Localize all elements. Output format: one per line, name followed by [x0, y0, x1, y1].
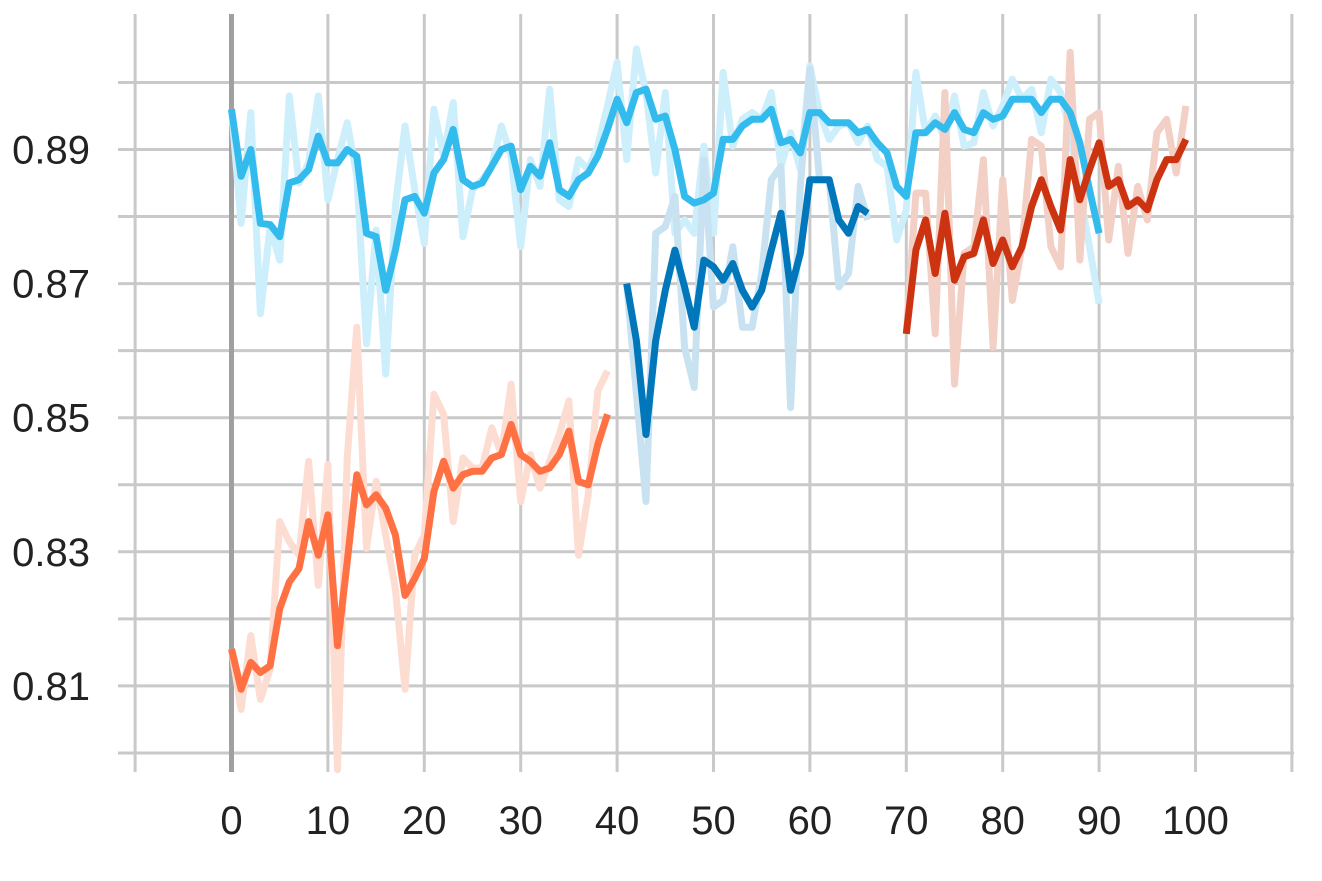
grid: [118, 14, 1294, 772]
y-tick-label: 0.83: [12, 531, 90, 575]
smoothed-series-layer: [228, 85, 1190, 693]
axes: 0 10 20 30 40 50 60 70 80 90 100 0.81 0.83 0.85 0.87 0.…: [12, 129, 1229, 844]
raw-series-line-1: [228, 45, 1103, 378]
x-tick-label: 80: [980, 799, 1025, 843]
y-tick-label: 0.85: [12, 397, 90, 441]
smoothed-series-line-3: [623, 176, 870, 438]
x-tick-label: 70: [884, 799, 929, 843]
y-tick-label: 0.87: [12, 263, 90, 307]
x-tick-label: 90: [1077, 799, 1122, 843]
smoothed-series-line-2: [228, 413, 611, 693]
x-tick-label: 20: [402, 799, 447, 843]
x-tick-label: 40: [595, 799, 640, 843]
x-tick-label: 100: [1162, 799, 1229, 843]
x-tick-label: 0: [220, 799, 242, 843]
y-tick-label: 0.89: [12, 129, 90, 173]
x-tick-label: 60: [788, 799, 833, 843]
x-tick-label: 30: [498, 799, 543, 843]
smoothed-series-line-1: [228, 85, 1103, 294]
raw-series-layer: [228, 45, 1190, 774]
raw-series-line-2: [228, 323, 611, 774]
x-tick-label: 50: [691, 799, 736, 843]
smoothed-series-line-4: [902, 137, 1190, 335]
x-tick-label: 10: [306, 799, 351, 843]
y-tick-label: 0.81: [12, 665, 90, 709]
